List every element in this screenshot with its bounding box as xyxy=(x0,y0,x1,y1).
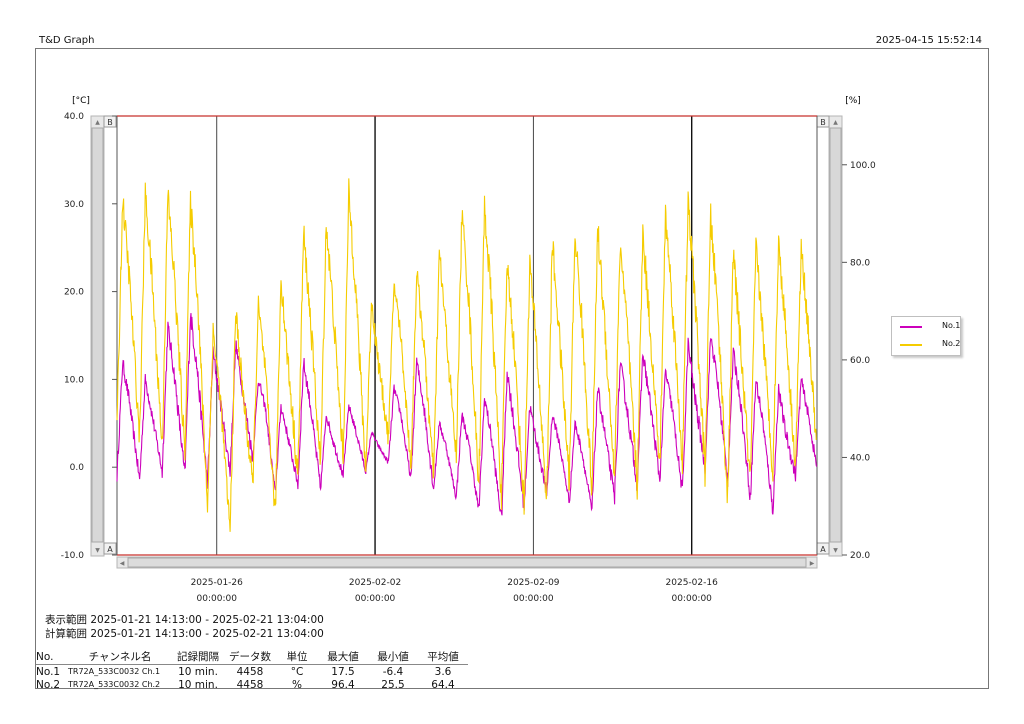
x-axis-tick-label-time: 00:00:00 xyxy=(197,594,238,604)
x-axis-tick-label-date: 2025-02-02 xyxy=(349,578,401,588)
stats-no: No.1 xyxy=(36,665,61,678)
stats-header-max: 最大値 xyxy=(327,651,359,663)
stats-channel: TR72A_533C0032 Ch.1 xyxy=(68,667,161,676)
stats-count: 4458 xyxy=(236,665,264,678)
stats-unit: % xyxy=(292,678,302,691)
app-title: T&D Graph xyxy=(39,35,95,46)
stats-no: No.2 xyxy=(36,678,61,691)
left-axis-tick-label: 40.0 xyxy=(64,112,84,122)
stats-header-avg: 平均値 xyxy=(427,651,459,663)
left-axis-tick-label: 30.0 xyxy=(64,200,84,210)
left-marker-b-box[interactable] xyxy=(103,115,117,128)
stats-header-no: No. xyxy=(36,650,54,663)
stats-unit: °C xyxy=(290,665,304,678)
right-axis-tick-label: 80.0 xyxy=(850,258,870,268)
stats-header-row: No. チャンネル名 記録間隔 データ数 単位 最大値 最小値 平均値 xyxy=(36,649,468,665)
left-scroll-down-arrow[interactable]: ▼ xyxy=(95,547,100,554)
left-scroll-thumb[interactable] xyxy=(91,127,104,543)
stats-max: 96.4 xyxy=(331,678,355,691)
x-axis-tick-label-time: 00:00:00 xyxy=(671,594,712,604)
stats-min: 25.5 xyxy=(381,678,405,691)
plot-area xyxy=(116,115,818,556)
stats-header-interval: 記録間隔 xyxy=(177,651,219,663)
right-marker-b: B xyxy=(820,118,826,127)
horizontal-scroll-thumb[interactable] xyxy=(127,557,807,568)
left-axis-tick-label: 0.0 xyxy=(70,463,85,473)
table-row: No.1 TR72A_533C0032 Ch.1 10 min. 4458 °C… xyxy=(36,665,468,679)
x-axis-tick-label-time: 00:00:00 xyxy=(513,594,554,604)
stats-header-channel: チャンネル名 xyxy=(88,651,152,663)
legend-label-no2: No.2 xyxy=(942,339,961,348)
table-row: No.2 TR72A_533C0032 Ch.2 10 min. 4458 % … xyxy=(36,678,468,691)
left-axis-tick-label: 20.0 xyxy=(64,288,84,298)
legend: No.1 No.2 xyxy=(891,316,961,356)
right-axis-tick-label: 100.0 xyxy=(850,161,876,171)
right-scroll-thumb[interactable] xyxy=(829,127,842,543)
right-marker-a: A xyxy=(820,545,826,554)
series-line-no2 xyxy=(116,178,817,532)
stats-header-unit: 単位 xyxy=(286,651,308,663)
left-marker-a-box[interactable] xyxy=(103,542,117,555)
stats-channel: TR72A_533C0032 Ch.2 xyxy=(68,680,161,689)
left-axis-tick-label: 10.0 xyxy=(64,375,84,385)
x-axis-tick-label-date: 2025-02-16 xyxy=(666,578,719,588)
right-axis-tick-label: 20.0 xyxy=(850,551,870,561)
calc-range: 計算範囲 2025-01-21 14:13:00 - 2025-02-21 13… xyxy=(45,628,324,640)
display-range: 表示範囲 2025-01-21 14:13:00 - 2025-02-21 13… xyxy=(45,614,324,626)
report-frame xyxy=(35,48,989,689)
x-axis-tick-label-date: 2025-01-26 xyxy=(191,578,244,588)
legend-swatch-no2 xyxy=(900,344,922,346)
left-marker-b: B xyxy=(107,118,113,127)
stats-count: 4458 xyxy=(236,678,264,691)
stats-max: 17.5 xyxy=(331,665,355,678)
left-axis-unit: [°C] xyxy=(72,96,90,106)
stats-header-min: 最小値 xyxy=(377,651,409,663)
stats-header-count: データ数 xyxy=(229,651,271,663)
stats-table: No. チャンネル名 記録間隔 データ数 単位 最大値 最小値 平均値 No.1… xyxy=(36,649,468,691)
left-axis-tick-label: -10.0 xyxy=(61,551,85,561)
stats-avg: 64.4 xyxy=(431,678,455,691)
stats-interval: 10 min. xyxy=(178,665,218,678)
right-scroll-up-arrow[interactable]: ▲ xyxy=(833,119,838,126)
horizontal-scroll-left-arrow[interactable]: ◀ xyxy=(120,560,125,567)
stats-min: -6.4 xyxy=(382,665,404,678)
left-marker-a: A xyxy=(107,545,113,554)
right-axis-tick-label: 40.0 xyxy=(850,453,870,463)
legend-swatch-no1 xyxy=(900,326,922,328)
x-axis-tick-label-time: 00:00:00 xyxy=(355,594,396,604)
x-axis-tick-label-date: 2025-02-09 xyxy=(507,578,560,588)
right-axis-unit: [%] xyxy=(845,96,861,106)
stats-avg: 3.6 xyxy=(434,665,452,678)
stats-interval: 10 min. xyxy=(178,678,218,691)
right-scroll-down-arrow[interactable]: ▼ xyxy=(833,547,838,554)
legend-label-no1: No.1 xyxy=(942,321,961,330)
right-axis-tick-label: 60.0 xyxy=(850,356,870,366)
left-scroll-up-arrow[interactable]: ▲ xyxy=(95,119,100,126)
print-timestamp: 2025-04-15 15:52:14 xyxy=(875,35,982,46)
horizontal-scroll-right-arrow[interactable]: ▶ xyxy=(810,560,815,567)
